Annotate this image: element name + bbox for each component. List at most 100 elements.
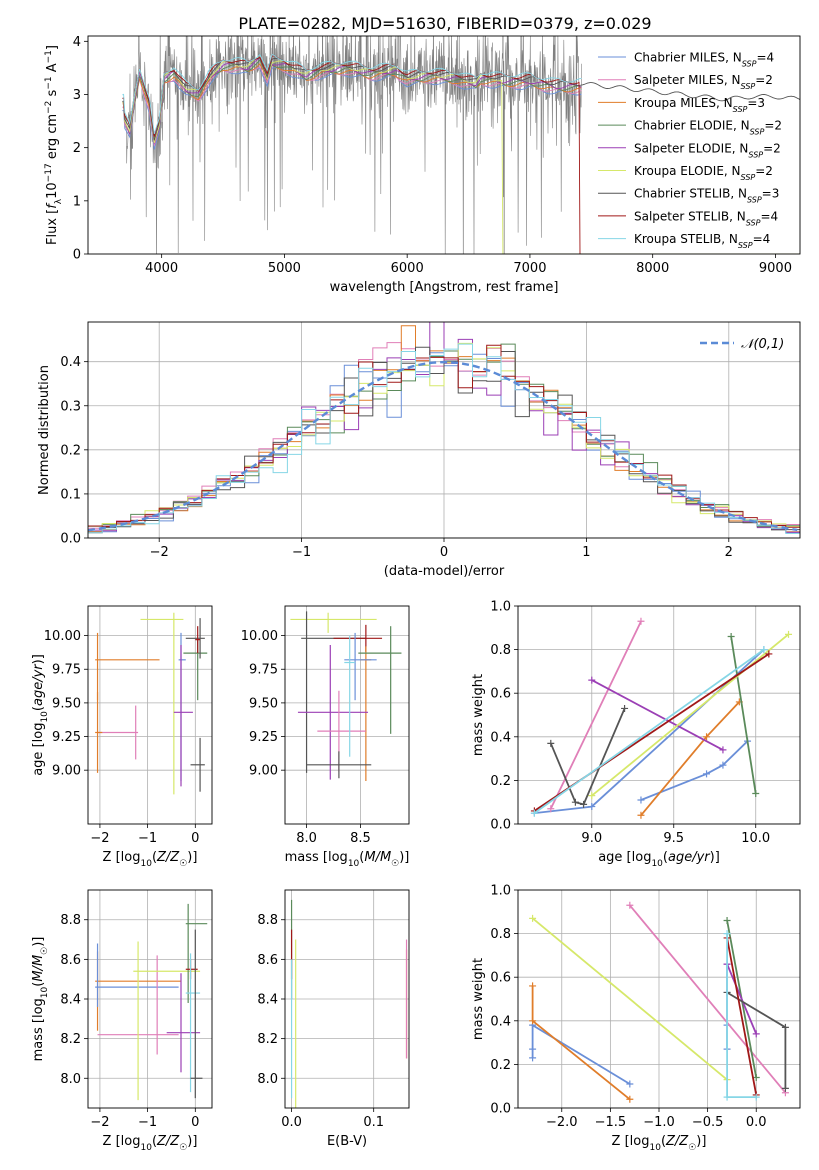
label-part: M/M	[364, 850, 391, 865]
weight-marker	[626, 1095, 634, 1103]
x-axis-label: Z [log10(Z/Z☉)]	[612, 1134, 707, 1153]
weight-marker	[781, 1084, 789, 1092]
x-axis-label: (data-model)/error	[384, 564, 505, 579]
weight-series	[726, 963, 758, 1035]
weight-marker	[621, 704, 629, 712]
legend: 𝒩(0,1)	[700, 337, 784, 352]
y-tick-label: 9.75	[249, 663, 278, 678]
y-tick-label: 8.4	[257, 993, 278, 1008]
y-tick-label: 0.2	[490, 1058, 511, 1073]
weight-marker	[781, 1023, 789, 1031]
y-tick-label: 9.50	[52, 696, 81, 711]
legend-name: Chabrier ELODIE, N	[634, 119, 750, 133]
y-tick-label: 9.25	[249, 730, 278, 745]
weight-marker	[529, 914, 537, 922]
weight-marker	[703, 733, 711, 741]
label-part: )]	[187, 1134, 197, 1149]
legend-sub: SSP	[747, 195, 762, 204]
y-tick-label: 8.4	[60, 993, 81, 1008]
weight-marker	[637, 796, 645, 804]
histogram-c9	[88, 343, 800, 534]
chart-weight_vs_age: 9.0 9.5 10.0 0.0 0.2 0.4 0.6 0.8 1.0 age [log10(a…	[471, 600, 801, 869]
weight-marker	[529, 1017, 537, 1025]
plot-area	[285, 606, 409, 824]
axes-frame	[284, 605, 410, 825]
y-tick-label: 0.1	[60, 487, 81, 502]
label-part: age/yr	[668, 850, 711, 865]
weight-marker	[765, 650, 773, 658]
label-part: ☉	[179, 1143, 187, 1153]
label-part: (	[661, 1134, 666, 1149]
weight-marker	[529, 1054, 537, 1062]
axes-frame	[87, 321, 801, 539]
legend-sub: SSP	[738, 241, 753, 250]
x-tick-label: −1	[292, 545, 311, 560]
x-tick-label: 8000	[636, 261, 669, 276]
y-tick-label: 9.00	[249, 764, 278, 779]
legend-name: Chabrier MILES, N	[634, 51, 742, 65]
model-salpeter-stelib	[122, 55, 581, 254]
weight-series	[531, 1023, 631, 1085]
label-part: s	[45, 89, 60, 100]
weight-marker	[580, 800, 588, 808]
chart-mass_vs_ebv: 0.0 0.1 8.0 8.2 8.4 8.6 8.8 E(B-V)	[257, 889, 410, 1149]
weight-marker	[626, 901, 634, 909]
plot-area	[122, 36, 800, 254]
label-part: 10	[348, 859, 360, 869]
weight-marker	[637, 617, 645, 625]
y-tick-label: 3	[73, 88, 81, 103]
y-tick-label: 0.4	[60, 355, 81, 370]
weight-series	[726, 937, 758, 1096]
weight-marker	[752, 1030, 760, 1038]
label-part: ]	[45, 45, 60, 50]
axes-frame	[517, 605, 801, 825]
legend-label: Chabrier ELODIE, NSSP=2	[634, 119, 782, 137]
x-axis-label: Z [log10(Z/Z☉)]	[103, 850, 198, 869]
label-part: )]	[399, 850, 409, 865]
label-part: Normed distribution	[37, 365, 52, 495]
x-tick-label: −0.5	[692, 1115, 724, 1130]
legend-value: =3	[762, 187, 780, 201]
y-tick-label: 1	[73, 194, 81, 209]
legend-value: =3	[747, 96, 765, 110]
label-part: age [log	[31, 723, 46, 776]
weight-marker	[719, 746, 727, 754]
label-part: λ	[54, 198, 64, 204]
y-tick-label: 1.0	[490, 884, 511, 899]
x-tick-label: 4000	[145, 261, 178, 276]
y-tick-label: 1.0	[490, 600, 511, 615]
label-part: )]	[31, 654, 46, 664]
legend-name: Kroupa MILES, N	[634, 96, 733, 110]
weight-marker	[530, 809, 538, 817]
weight-marker	[588, 792, 596, 800]
weight-series	[532, 917, 728, 1081]
label-part: 10	[140, 859, 152, 869]
x-tick-label: 0	[191, 831, 199, 846]
legend-label: Kroupa ELODIE, NSSP=2	[634, 164, 773, 182]
model-kroupa-stelib	[122, 53, 582, 135]
y-tick-label: 8.8	[60, 913, 81, 928]
legend-label: Chabrier STELIB, NSSP=3	[634, 187, 779, 205]
label-part: )]	[31, 937, 46, 947]
weight-marker	[588, 803, 596, 811]
charts-layer: 4000 5000 6000 7000 8000 9000 0 1 2 3 4 Chabrier MI…	[31, 35, 801, 1153]
legend-label: 𝒩(0,1)	[741, 337, 784, 352]
y-tick-label: 8.0	[257, 1072, 278, 1087]
x-axis-label: Z [log10(Z/Z☉)]	[103, 1134, 198, 1153]
label-part: (	[663, 850, 668, 865]
legend-label: Salpeter ELODIE, NSSP=2	[634, 141, 781, 159]
x-tick-label: 6000	[391, 261, 424, 276]
weight-marker	[547, 805, 555, 813]
label-part: f	[45, 202, 60, 209]
y-tick-label: 0.4	[490, 1014, 511, 1029]
x-tick-label: 1	[582, 545, 590, 560]
label-part: −1	[44, 76, 54, 89]
label-part: 10	[40, 711, 50, 723]
x-tick-label: −1	[138, 1115, 157, 1130]
y-tick-label: 0.8	[490, 927, 511, 942]
y-axis-label: mass weight	[471, 674, 486, 756]
model-chabrier-stelib	[122, 57, 800, 141]
y-tick-label: 8.2	[257, 1032, 278, 1047]
